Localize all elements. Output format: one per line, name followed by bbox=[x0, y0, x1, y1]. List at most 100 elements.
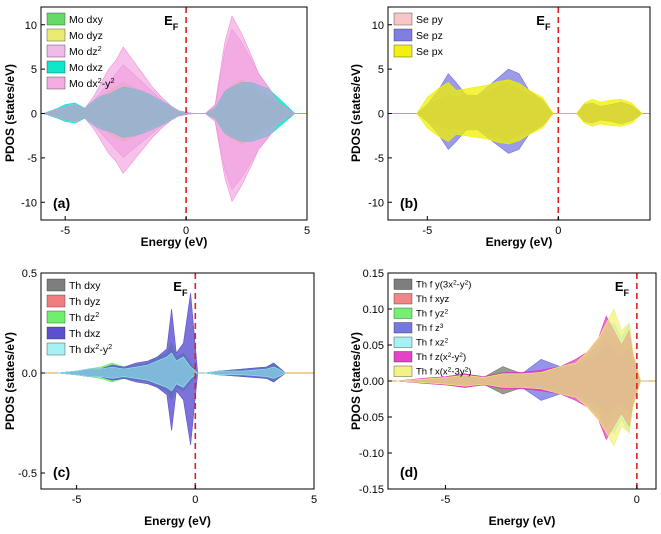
panel-label: (c) bbox=[53, 464, 70, 480]
y-axis-label: PDOS (states/eV) bbox=[349, 64, 363, 162]
x-tick-label: -5 bbox=[441, 494, 451, 506]
x-tick-label: 5 bbox=[311, 494, 317, 506]
legend: Th dxy Th dyz Th dz2 Th dxz Th dx2-y2 bbox=[46, 278, 112, 357]
y-axis-label: PDOS (states/eV) bbox=[3, 332, 17, 430]
panel-label: (a) bbox=[53, 195, 70, 211]
chart-panel-2: EF -5 0 -10 -5 0 5 10 Energy (eV) PDOS (states/eV… bbox=[349, 6, 651, 249]
legend: Th f y(3x2-y2) Th f xyz Th f yz2 Th f z3 Th … bbox=[393, 278, 471, 378]
series-area-3 bbox=[416, 79, 643, 145]
y-tick-label: 0.5 bbox=[22, 268, 37, 280]
legend-swatch bbox=[46, 60, 66, 74]
chart-panel-3: EF -5 0 5 -0.5 0.0 0.5 Energy (eV) PDOS (states/… bbox=[3, 268, 317, 528]
y-tick-label: -0.10 bbox=[359, 448, 384, 460]
x-tick-label: -5 bbox=[60, 225, 70, 237]
legend-swatch bbox=[46, 326, 66, 340]
legend-entry: Th dyz bbox=[69, 296, 101, 308]
legend-entry: Th dx2-y2 bbox=[69, 342, 112, 357]
legend-entry: Mo dx2-y2 bbox=[69, 76, 115, 91]
legend-swatch bbox=[393, 307, 413, 319]
legend-entry: Th f xz2 bbox=[416, 337, 449, 349]
y-tick-label: 0.15 bbox=[363, 268, 384, 280]
legend-swatch bbox=[46, 44, 66, 58]
legend-swatch bbox=[46, 294, 66, 308]
legend-swatch bbox=[46, 76, 66, 90]
fermi-level-label: EF bbox=[173, 279, 188, 298]
y-tick-label: 10 bbox=[372, 20, 384, 32]
x-axis-label: Energy (eV) bbox=[141, 235, 208, 249]
legend-entry: Th dxz bbox=[69, 328, 101, 340]
plot-frame bbox=[40, 272, 315, 490]
legend-swatch bbox=[393, 44, 413, 58]
legend-entry: Mo dz2 bbox=[69, 44, 102, 59]
chart-panel-4: EF -5 0 -0.15 -0.10 -0.05 0.00 0.05 0.10 0.15 Ener… bbox=[349, 268, 657, 528]
x-tick-label: 0 bbox=[634, 494, 640, 506]
y-tick-label: -10 bbox=[21, 197, 37, 209]
y-tick-label: -0.5 bbox=[18, 468, 37, 480]
legend-entry: Mo dyz bbox=[69, 30, 103, 42]
legend-swatch bbox=[393, 336, 413, 348]
legend-swatch bbox=[46, 12, 66, 26]
x-tick-label: 0 bbox=[183, 225, 189, 237]
legend-swatch bbox=[46, 278, 66, 292]
legend-entry: Th f z(x2-y2) bbox=[416, 352, 466, 364]
legend-swatch bbox=[393, 28, 413, 42]
legend-entry: Th dxy bbox=[69, 280, 101, 292]
series-area-7 bbox=[395, 308, 649, 447]
y-tick-label: -0.05 bbox=[359, 412, 384, 424]
panel-label: (d) bbox=[400, 464, 418, 480]
series-area-5 bbox=[42, 15, 296, 203]
legend-swatch bbox=[393, 322, 413, 334]
y-tick-label: 0 bbox=[378, 109, 384, 121]
y-tick-label: 0 bbox=[31, 109, 37, 121]
chart-panel-1: EF -5 0 5 -10 -5 0 5 10 Energy (eV) PDOS (states/e… bbox=[3, 6, 310, 249]
y-tick-label: 0.10 bbox=[363, 304, 384, 316]
legend-swatch bbox=[393, 12, 413, 26]
legend-swatch bbox=[393, 365, 413, 377]
legend-entry: Se py bbox=[416, 14, 444, 26]
x-tick-label: -5 bbox=[72, 494, 82, 506]
x-axis-label: Energy (eV) bbox=[144, 514, 211, 528]
x-axis-label: Energy (eV) bbox=[486, 235, 553, 249]
y-tick-label: -5 bbox=[374, 153, 384, 165]
x-tick-label: 5 bbox=[304, 225, 310, 237]
legend-entry: Th f xyz bbox=[416, 294, 450, 305]
y-tick-label: 0.00 bbox=[363, 376, 384, 388]
legend-swatch bbox=[46, 310, 66, 324]
panel-label: (b) bbox=[400, 195, 418, 211]
y-tick-label: 5 bbox=[378, 64, 384, 76]
legend: Se py Se pz Se px bbox=[393, 12, 444, 58]
fermi-level-label: EF bbox=[536, 13, 551, 32]
x-tick-label: 0 bbox=[555, 225, 561, 237]
legend-entry: Th dz2 bbox=[69, 310, 99, 325]
y-tick-label: -5 bbox=[27, 153, 37, 165]
legend-swatch bbox=[393, 278, 413, 290]
legend-swatch bbox=[46, 342, 66, 356]
legend: Mo dxy Mo dyz Mo dz2 Mo dxz Mo dx2-y2 bbox=[46, 12, 115, 91]
legend-entry: Mo dxz bbox=[69, 62, 103, 74]
y-axis-label: PDOS (states/eV) bbox=[3, 64, 17, 162]
legend-entry: Se px bbox=[416, 46, 444, 58]
legend-entry: Th f z3 bbox=[416, 323, 444, 335]
y-tick-label: 0.0 bbox=[22, 368, 37, 380]
legend-swatch bbox=[46, 28, 66, 42]
fermi-level-label: EF bbox=[615, 279, 630, 298]
legend-entry: Se pz bbox=[416, 30, 443, 42]
legend-entry: Th f y(3x2-y2) bbox=[416, 279, 471, 291]
y-tick-label: 0.05 bbox=[363, 340, 384, 352]
legend-entry: Mo dxy bbox=[69, 14, 104, 26]
fermi-level-label: EF bbox=[164, 13, 179, 32]
legend-swatch bbox=[393, 293, 413, 305]
y-tick-label: 5 bbox=[31, 64, 37, 76]
legend-swatch bbox=[393, 351, 413, 363]
y-axis-label: PDOS (states/eV) bbox=[349, 332, 363, 430]
series-area-5 bbox=[57, 352, 287, 392]
x-axis-label: Energy (eV) bbox=[489, 514, 556, 528]
y-tick-label: 10 bbox=[25, 20, 37, 32]
x-tick-label: 0 bbox=[192, 494, 198, 506]
y-tick-label: -0.15 bbox=[359, 484, 384, 496]
x-tick-label: -5 bbox=[422, 225, 432, 237]
legend-entry: Th f x(x2-3y2) bbox=[416, 366, 471, 378]
y-tick-label: -10 bbox=[368, 197, 384, 209]
legend-entry: Th f yz2 bbox=[416, 308, 449, 320]
